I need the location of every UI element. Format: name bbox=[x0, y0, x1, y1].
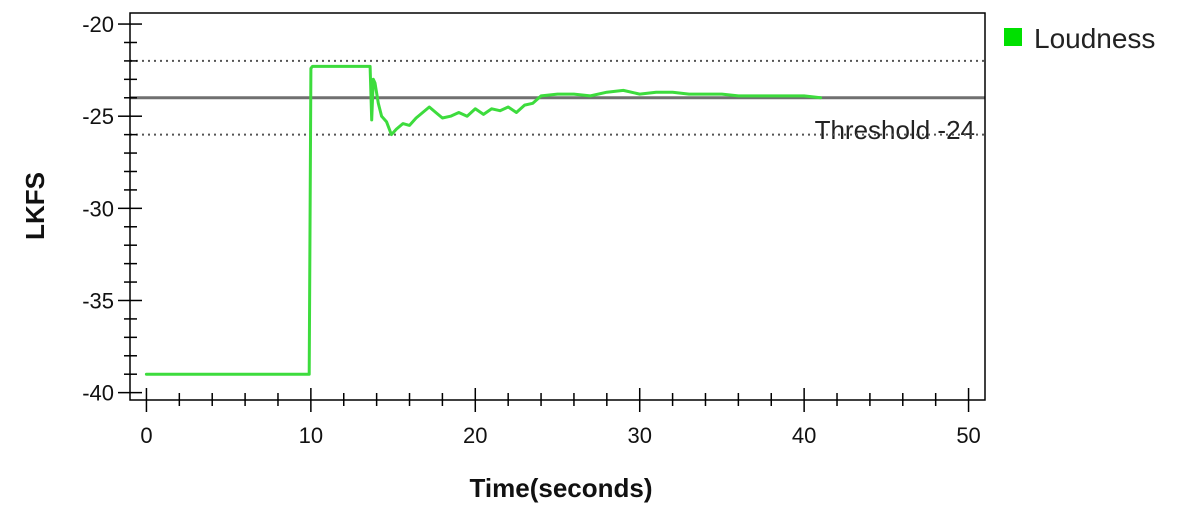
axis-ticks bbox=[118, 23, 970, 412]
x-tick-label: 50 bbox=[956, 423, 980, 448]
y-axis-title: LKFS bbox=[20, 172, 50, 240]
x-axis-title: Time(seconds) bbox=[469, 473, 652, 503]
legend-label-loudness: Loudness bbox=[1034, 23, 1155, 54]
threshold-label: Threshold -24 bbox=[815, 115, 975, 145]
x-tick-label: 40 bbox=[792, 423, 816, 448]
y-tick-label: -30 bbox=[82, 196, 114, 221]
x-tick-label: 0 bbox=[140, 423, 152, 448]
x-tick-label: 10 bbox=[299, 423, 323, 448]
series-line-loudness bbox=[144, 64, 823, 376]
x-tick-label: 20 bbox=[463, 423, 487, 448]
legend-swatch-loudness bbox=[1004, 28, 1022, 46]
legend: Loudness bbox=[1004, 23, 1155, 54]
y-tick-label: -35 bbox=[82, 288, 114, 313]
series-layer bbox=[144, 64, 823, 376]
y-tick-label: -25 bbox=[82, 104, 114, 129]
reference-lines: Threshold -24 bbox=[130, 59, 985, 145]
x-tick-label: 30 bbox=[627, 423, 651, 448]
y-tick-label: -40 bbox=[82, 381, 114, 406]
plot-frame bbox=[129, 12, 986, 401]
tick-labels: 0 10 20 30 40 50 -40 -35 -30 -25 -20 bbox=[82, 12, 981, 448]
y-tick-label: -20 bbox=[82, 12, 114, 37]
